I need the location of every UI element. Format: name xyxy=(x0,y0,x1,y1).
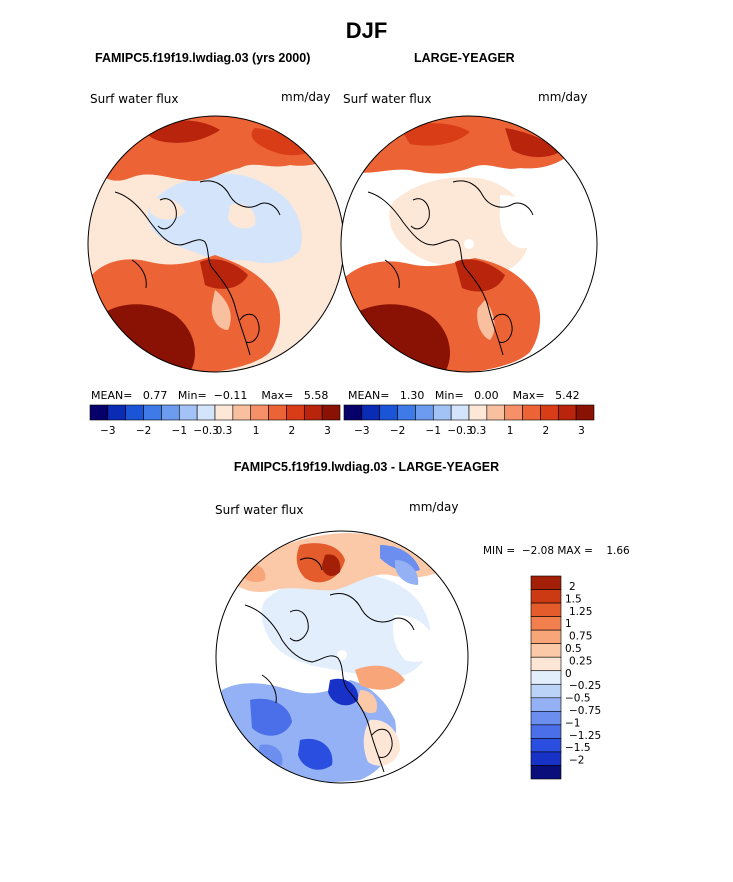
panel3-colorbar: 21.51.2510.750.50.250−0.25−0.5−0.75−1−1.… xyxy=(530,575,601,780)
panel3-colorbar-tick-label: −1.25 xyxy=(569,730,601,742)
panel1-colorbar: −3 −2 −1 −0.30.3 1 2 3 xyxy=(89,404,341,437)
panel1-colorbar-swatch xyxy=(321,404,341,421)
panel1-arctic-low-region xyxy=(148,173,302,264)
panel1-colorbar-tick-label: 1 xyxy=(253,425,260,437)
panel3-variable-label: Surf water flux xyxy=(215,503,304,517)
panel3-min-max: MIN = −2.08 MAX = 1.66 xyxy=(483,545,630,557)
panel3-colorbar-tick-label: 2 xyxy=(569,581,576,593)
panel3-colorbar-tick-label: 0.25 xyxy=(569,655,592,667)
panel1-colorbar-tick-label: −1 xyxy=(172,425,187,437)
panel3-colorbar-swatch xyxy=(530,765,562,780)
panel2-colorbar-tick-label: −2 xyxy=(390,425,405,437)
panel2-variable-label: Surf water flux xyxy=(343,92,432,106)
panel3-colorbar-tick-label: −0.75 xyxy=(569,705,601,717)
panel3-units-label: mm/day xyxy=(409,500,459,514)
panel1-stats: MEAN= 0.77 Min= −0.11 Max= 5.58 xyxy=(91,389,329,402)
panel3-colorbar-tick-label: 0.75 xyxy=(569,631,592,643)
panel2-colorbar-tick-label: 1 xyxy=(507,425,514,437)
panel2-colorbar-tick-label: −3 xyxy=(354,425,369,437)
panel3-colorbar-tick-label: −2 xyxy=(569,755,584,767)
panel2-colorbar-swatch xyxy=(575,404,595,421)
panel1-colorbar-tick-label: −0.3 xyxy=(193,425,219,437)
panel1-colorbar-tick-label: −3 xyxy=(100,425,115,437)
panel3-colorbar-tick-label: −1.5 xyxy=(565,742,591,754)
panel2-colorbar-tick-label: 2 xyxy=(542,425,549,437)
panel3-colorbar-tick-label: −0.5 xyxy=(565,693,591,705)
panel2-colorbar-tick-label: 3 xyxy=(578,425,585,437)
panel2-colorbar-tick-label: −0.3 xyxy=(447,425,473,437)
panel2-colorbar-tick-label: −1 xyxy=(426,425,441,437)
panel1-colorbar-tick-label: 2 xyxy=(288,425,295,437)
panel2-colorbar: −3 −2 −1 −0.30.3 1 2 3 xyxy=(343,404,595,437)
panel2-colorbar-tick-label: 0.3 xyxy=(470,425,487,437)
panel3-colorbar-tick-label: 1.5 xyxy=(565,593,582,605)
panel3-arctic-region xyxy=(261,573,431,678)
panel2-units-label: mm/day xyxy=(538,90,588,104)
panel1-colorbar-tick-label: 3 xyxy=(324,425,331,437)
panel3-colorbar-tick-label: 0.5 xyxy=(565,643,582,655)
panel1-colorbar-tick-label: 0.3 xyxy=(216,425,233,437)
page-title: DJF xyxy=(345,18,388,43)
panel1-variable-label: Surf water flux xyxy=(90,92,179,106)
panel3-colorbar-tick-label: 0 xyxy=(565,668,572,680)
panel1-units-label: mm/day xyxy=(281,90,331,104)
panel1-colorbar-tick-label: −2 xyxy=(136,425,151,437)
panel2-case-title: LARGE-YEAGER xyxy=(414,51,515,65)
panel3-case-title: FAMIPC5.f19f19.lwdiag.03 - LARGE-YEAGER xyxy=(233,460,500,474)
panel3-colorbar-tick-label: −0.25 xyxy=(569,680,601,692)
panel1-case-title: FAMIPC5.f19f19.lwdiag.03 (yrs 2000) xyxy=(95,51,311,65)
panel3-colorbar-tick-label: −1 xyxy=(565,717,580,729)
panel3-colorbar-tick-label: 1 xyxy=(565,618,572,630)
panel2-stats: MEAN= 1.30 Min= 0.00 Max= 5.42 xyxy=(348,389,580,402)
panel3-colorbar-tick-label: 1.25 xyxy=(569,606,592,618)
